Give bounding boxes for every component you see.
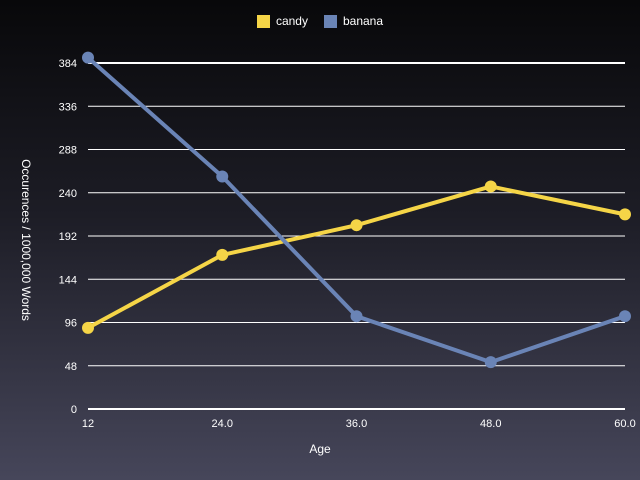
y-tick-label: 240 <box>59 188 77 200</box>
x-tick-label: 36.0 <box>346 418 367 430</box>
x-tick-label: 60.0 <box>614 418 635 430</box>
data-point-candy[interactable] <box>619 208 631 221</box>
legend-item-banana[interactable]: banana <box>323 14 384 28</box>
series <box>82 51 631 369</box>
x-tick-label: 24.0 <box>212 418 233 430</box>
legend-swatch-candy <box>256 14 270 28</box>
data-point-banana[interactable] <box>82 51 94 64</box>
data-point-banana[interactable] <box>350 310 363 323</box>
series-line-candy <box>87 184 626 330</box>
x-tick-label: 48.0 <box>480 418 501 430</box>
tick-labels: 0 48 96 144 192 240 288 336 384 12 24.0 36.0 48.0 60.… <box>59 58 636 430</box>
legend-label-candy: candy <box>275 14 308 28</box>
y-tick-label: 192 <box>59 231 77 243</box>
y-tick-label: 96 <box>65 318 77 330</box>
x-axis-label: Age <box>309 442 331 456</box>
legend-item-candy[interactable]: candy <box>256 14 308 28</box>
y-axis-label: Occurences / 1000,000 Words <box>19 159 33 321</box>
data-point-candy[interactable] <box>350 219 363 232</box>
data-point-banana[interactable] <box>484 356 497 369</box>
y-tick-label: 336 <box>59 101 77 113</box>
data-point-banana[interactable] <box>216 170 229 183</box>
legend-swatch-banana <box>323 14 337 28</box>
y-tick-label: 48 <box>65 361 77 373</box>
data-point-banana[interactable] <box>619 310 631 323</box>
data-point-candy[interactable] <box>82 321 94 334</box>
legend-label-banana: banana <box>342 14 384 28</box>
y-tick-label: 384 <box>59 58 77 70</box>
legend: candy banana <box>0 14 640 28</box>
grid <box>88 62 625 410</box>
y-tick-label: 288 <box>59 145 77 157</box>
x-tick-label: 12 <box>82 418 94 430</box>
y-tick-label: 0 <box>71 404 77 416</box>
data-point-candy[interactable] <box>216 248 229 261</box>
y-tick-label: 144 <box>59 274 77 286</box>
data-point-candy[interactable] <box>484 180 497 193</box>
